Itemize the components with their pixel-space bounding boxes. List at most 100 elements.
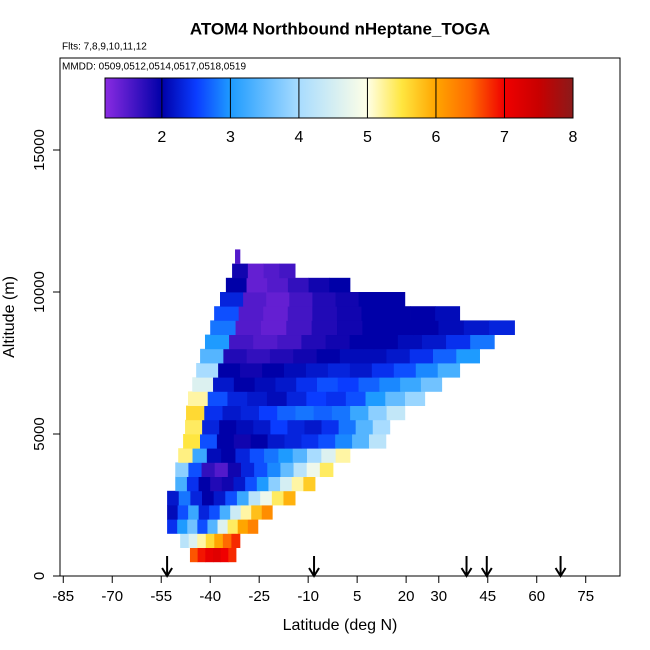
cell bbox=[433, 348, 457, 364]
cell bbox=[210, 320, 236, 336]
cell bbox=[280, 462, 294, 478]
cell bbox=[189, 547, 199, 563]
x-tick-label: -85 bbox=[52, 588, 74, 605]
cell bbox=[326, 391, 347, 407]
cell bbox=[201, 462, 216, 478]
cell bbox=[266, 391, 288, 407]
cell bbox=[329, 277, 351, 293]
cell bbox=[260, 320, 287, 336]
cell bbox=[210, 476, 223, 492]
cell bbox=[339, 348, 364, 364]
cell bbox=[197, 519, 208, 534]
cell bbox=[306, 391, 327, 407]
cell bbox=[229, 334, 254, 350]
cell bbox=[204, 405, 223, 421]
cell bbox=[325, 334, 351, 350]
arrow-head bbox=[460, 567, 473, 578]
cell bbox=[248, 490, 261, 506]
cell bbox=[307, 448, 322, 463]
cell bbox=[371, 363, 395, 378]
y-tick-label: 5000 bbox=[31, 417, 48, 450]
x-tick-label: -25 bbox=[248, 588, 270, 605]
arrow-head bbox=[161, 567, 173, 578]
cell bbox=[219, 505, 231, 520]
cell bbox=[335, 448, 351, 463]
cell bbox=[219, 419, 237, 435]
y-axis-label: Altitude (m) bbox=[1, 276, 18, 358]
cell bbox=[271, 490, 284, 506]
cell bbox=[178, 490, 191, 506]
cell bbox=[336, 306, 362, 321]
cell bbox=[202, 490, 215, 506]
cell bbox=[186, 476, 199, 492]
cell bbox=[280, 476, 293, 492]
cell bbox=[213, 490, 226, 506]
cell bbox=[196, 363, 219, 378]
cell bbox=[405, 391, 426, 407]
cell bbox=[420, 377, 443, 392]
cell bbox=[267, 434, 285, 449]
cell bbox=[409, 348, 434, 364]
cell bbox=[358, 292, 383, 307]
colorbar-tick-label: 2 bbox=[157, 129, 166, 146]
colorbar-tick-label: 3 bbox=[226, 129, 235, 146]
cell bbox=[311, 320, 338, 336]
cell bbox=[220, 547, 229, 563]
cell bbox=[293, 348, 317, 364]
cell bbox=[292, 448, 308, 463]
cell bbox=[223, 348, 248, 364]
cell bbox=[256, 476, 269, 492]
cell bbox=[185, 419, 203, 435]
cell bbox=[289, 292, 313, 307]
cell bbox=[438, 320, 465, 336]
y-tick-label: 10000 bbox=[31, 271, 48, 313]
colorbar-tick-label: 5 bbox=[363, 129, 372, 146]
cell bbox=[283, 490, 296, 506]
cell bbox=[393, 363, 417, 378]
cell bbox=[216, 434, 235, 449]
cell bbox=[338, 419, 357, 435]
plot-frame bbox=[59, 57, 621, 577]
arrow-head bbox=[480, 567, 493, 578]
x-tick-label: 30 bbox=[430, 588, 447, 605]
x-tick-label: -70 bbox=[101, 588, 123, 605]
x-tick-label: -40 bbox=[199, 588, 221, 605]
cell bbox=[247, 519, 259, 534]
cell bbox=[305, 363, 329, 378]
cell bbox=[188, 462, 202, 478]
cell bbox=[365, 391, 386, 407]
cell bbox=[267, 277, 289, 293]
cell bbox=[222, 533, 232, 549]
cell bbox=[349, 334, 375, 350]
cell bbox=[247, 263, 264, 279]
arrow-head bbox=[308, 567, 320, 578]
x-tick-label: -55 bbox=[150, 588, 172, 605]
cell bbox=[304, 419, 322, 435]
cell bbox=[180, 533, 190, 549]
x-tick-label: 75 bbox=[577, 588, 594, 605]
cell bbox=[221, 476, 234, 492]
colorbar-tick-label: 4 bbox=[294, 129, 303, 146]
cell bbox=[254, 462, 268, 478]
cell bbox=[275, 377, 297, 392]
chart-title: ATOM4 Northbound nHeptane_TOGA bbox=[190, 19, 490, 38]
cell bbox=[225, 490, 238, 506]
cell bbox=[225, 277, 247, 293]
cell bbox=[284, 363, 307, 378]
cell bbox=[308, 277, 330, 293]
subtitle: Flts: 7,8,9,10,11,12 bbox=[62, 42, 147, 53]
cell bbox=[385, 391, 406, 407]
cell bbox=[190, 490, 203, 506]
cell bbox=[410, 306, 436, 321]
cell bbox=[188, 391, 209, 407]
cell bbox=[235, 448, 251, 463]
cell bbox=[247, 391, 268, 407]
cell bbox=[435, 306, 461, 321]
cell bbox=[243, 292, 267, 307]
cell bbox=[296, 377, 318, 392]
colorbar-tick-label: 6 bbox=[432, 129, 441, 146]
cell bbox=[222, 405, 242, 421]
cell bbox=[287, 306, 313, 321]
cell bbox=[262, 363, 285, 378]
cell bbox=[178, 448, 193, 463]
